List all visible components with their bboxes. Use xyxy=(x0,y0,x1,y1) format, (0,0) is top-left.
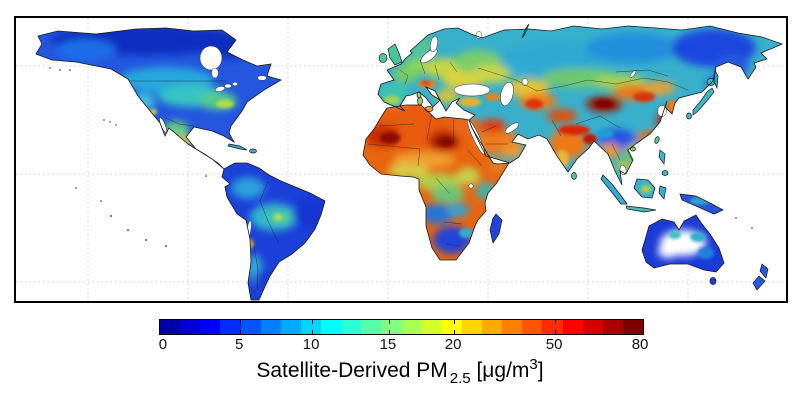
caption: Satellite-Derived PM 2.5 [μg/m3] xyxy=(0,356,800,387)
colorbar-segment xyxy=(240,320,261,334)
great-lake-superior xyxy=(214,86,226,92)
pm25-hotspot-layer xyxy=(51,26,756,294)
country-borders xyxy=(128,59,689,291)
island-tasmania xyxy=(709,277,717,285)
gulf-of-thailand xyxy=(619,164,627,176)
colorbar-tick xyxy=(312,320,314,324)
colorbar-tick xyxy=(555,320,557,324)
island-sumatra xyxy=(601,175,627,204)
colorbar-tick xyxy=(454,330,456,334)
colorbar-segment xyxy=(200,320,221,334)
colorbar-tick-label: 20 xyxy=(444,336,462,353)
colorbar-tick-label: 80 xyxy=(631,336,649,353)
island-new-zealand-north xyxy=(759,263,769,279)
colorbar-segment xyxy=(401,320,422,334)
island-java xyxy=(625,205,657,213)
colorbar-tick-label: 10 xyxy=(302,336,320,353)
colorbar-tick xyxy=(555,330,557,334)
colorbar-segment xyxy=(542,320,563,334)
island-hainan xyxy=(630,146,636,152)
colorbar-segment xyxy=(562,320,583,334)
colorbar-tick-label: 50 xyxy=(545,336,563,353)
colorbar-segment xyxy=(482,320,503,334)
island-great-britain xyxy=(387,43,403,66)
caption-main: Satellite-Derived PM xyxy=(256,359,448,382)
colorbar-segment xyxy=(341,320,362,334)
island-sulawesi xyxy=(658,185,667,200)
colorbar-segment xyxy=(502,320,523,334)
pacific-island-dots xyxy=(49,67,753,247)
world-map xyxy=(16,18,786,301)
lake-victoria xyxy=(468,183,474,189)
caption-subscript: 2.5 xyxy=(449,370,471,387)
colorbar-segment xyxy=(220,320,241,334)
island-sicily xyxy=(424,106,434,112)
colorbar-segments xyxy=(160,320,643,334)
island-hispaniola xyxy=(249,148,257,154)
island-sakhalin xyxy=(713,68,719,90)
baltic-sea xyxy=(420,48,438,64)
colorbar xyxy=(159,319,644,335)
great-lake-ontario xyxy=(232,81,238,87)
island-mindanao xyxy=(661,170,669,176)
black-sea xyxy=(453,83,491,97)
great-lake-huron xyxy=(224,83,232,89)
island-novaya-zemlya xyxy=(521,23,530,39)
colorbar-tick xyxy=(454,320,456,324)
island-ireland xyxy=(378,53,388,63)
colorbar-segment xyxy=(321,320,342,334)
caption-unit: [μg/m xyxy=(470,359,530,382)
island-madagascar xyxy=(489,213,503,244)
colorbar-tick-label: 0 xyxy=(158,336,168,353)
colorbar-labels: 0 5 10 15 20 50 80 xyxy=(158,336,649,355)
island-kyushu xyxy=(686,112,692,120)
gulf-of-bothnia xyxy=(430,35,438,53)
james-bay xyxy=(211,67,219,79)
colorbar-segment xyxy=(602,320,623,334)
atacama-no-data xyxy=(246,221,252,239)
island-luzon xyxy=(658,149,666,165)
colorbar-segment xyxy=(622,320,643,334)
gulf-st-lawrence xyxy=(257,75,267,81)
island-taiwan xyxy=(654,136,660,144)
caspian-sea xyxy=(500,82,514,106)
colorbar-tick xyxy=(388,320,390,324)
colorbar-segment xyxy=(421,320,442,334)
island-new-zealand-south xyxy=(752,275,766,291)
colorbar-segment xyxy=(180,320,201,334)
colorbar-tick xyxy=(240,320,242,324)
caption-superscript: 3 xyxy=(529,356,538,373)
persian-gulf xyxy=(504,122,520,134)
island-cuba xyxy=(227,143,248,151)
small-islands-layer xyxy=(227,23,769,291)
colorbar-tick xyxy=(240,330,242,334)
colorbar-tick xyxy=(312,330,314,334)
colorbar-segment xyxy=(280,320,301,334)
colorbar-tick-label: 5 xyxy=(235,336,244,353)
colorbar-tick xyxy=(388,330,390,334)
lake-baikal xyxy=(629,70,637,78)
colorbar-segment xyxy=(461,320,482,334)
island-honshu xyxy=(692,87,715,116)
colorbar-tick-label: 15 xyxy=(379,336,397,353)
colorbar-segment xyxy=(441,320,462,334)
colorbar-segment xyxy=(300,320,321,334)
island-sri-lanka xyxy=(571,172,577,180)
colorbar-segment xyxy=(522,320,543,334)
colorbar-segment xyxy=(361,320,382,334)
colorbar-segment xyxy=(582,320,603,334)
map-frame xyxy=(14,16,788,303)
hudson-bay xyxy=(199,45,223,71)
colorbar-segment xyxy=(381,320,402,334)
colorbar-segment xyxy=(260,320,281,334)
colorbar-segment xyxy=(160,320,181,334)
caption-end: ] xyxy=(537,359,544,382)
